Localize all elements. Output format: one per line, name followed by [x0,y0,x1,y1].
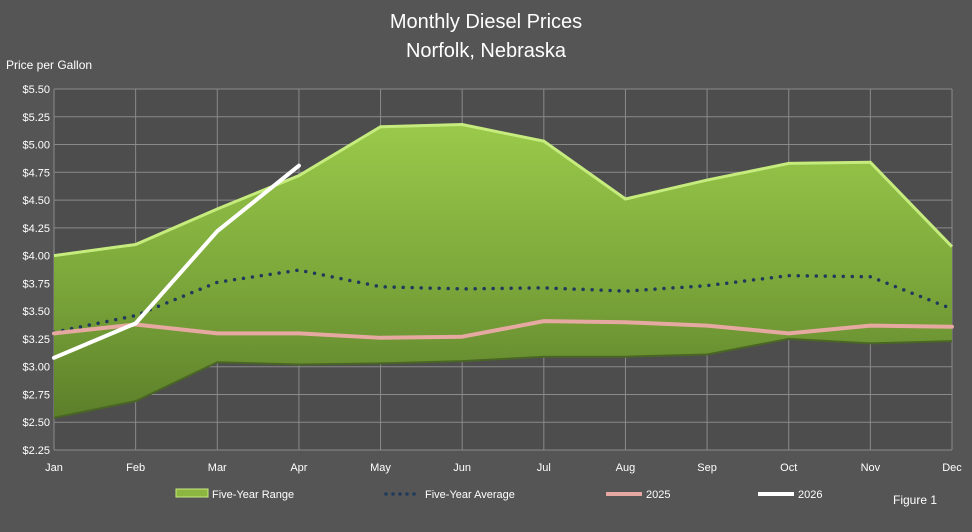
x-tick-label: Dec [942,462,962,474]
y-tick-label: $4.75 [22,167,50,179]
range-band-area [54,124,952,418]
y-tick-label: $2.50 [22,417,50,429]
range-band-upper-edge [53,123,954,258]
y-tick-label: $4.25 [22,223,50,235]
legend-entry-label: Five-Year Range [212,489,294,501]
x-tick-label: Aug [616,462,636,474]
x-tick-label: Nov [861,462,881,474]
legend-entry-label: Five-Year Average [425,489,515,501]
y-tick-label: $4.00 [22,251,50,263]
x-tick-label: May [370,462,391,474]
x-axis-ticks: Jan Feb Mar Apr May Jun Jul Aug Sep Oct Nov Dec [45,462,962,474]
chart-title: Monthly Diesel Prices [389,11,583,33]
x-tick-label: Oct [780,462,797,474]
legend-entry-label: 2025 [646,489,670,501]
y-tick-label: $5.25 [22,112,50,124]
range-band-lower-edge [53,337,953,419]
x-tick-label: Jan [45,462,63,474]
y-tick-label: $2.75 [22,389,50,401]
legend: Five-Year Range Five-Year Average 2025 2026 [175,488,822,501]
y-tick-label: $3.50 [22,306,50,318]
y-tick-label: $4.50 [22,195,50,207]
figure-label: Figure 1 [893,493,938,507]
five-year-range-band [53,123,954,419]
y-axis-label: Price per Gallon [6,58,93,72]
series-lines [52,163,954,360]
series-line-five-year-average [52,268,954,335]
x-tick-label: Sep [697,462,717,474]
y-tick-label: $2.25 [22,445,50,457]
series-line-2025 [52,319,954,340]
chart-subtitle: Norfolk, Nebraska [405,40,567,62]
x-tick-label: Feb [126,462,145,474]
y-tick-label: $5.00 [22,140,50,152]
legend-entry-label: 2026 [798,489,822,501]
series-line-2026 [52,163,301,360]
x-tick-label: Jul [537,462,551,474]
legend-swatch-range [175,488,209,498]
y-axis-ticks: $2.25 $2.50 $2.75 $3.00 $3.25 $3.50 $3.75 $4.00… [22,84,50,457]
y-tick-label: $3.25 [22,334,50,346]
y-tick-label: $3.00 [22,362,50,374]
y-tick-label: $3.75 [22,278,50,290]
x-tick-label: Apr [290,462,307,474]
x-tick-label: Jun [453,462,471,474]
y-tick-label: $5.50 [22,84,50,96]
x-tick-label: Mar [208,462,227,474]
